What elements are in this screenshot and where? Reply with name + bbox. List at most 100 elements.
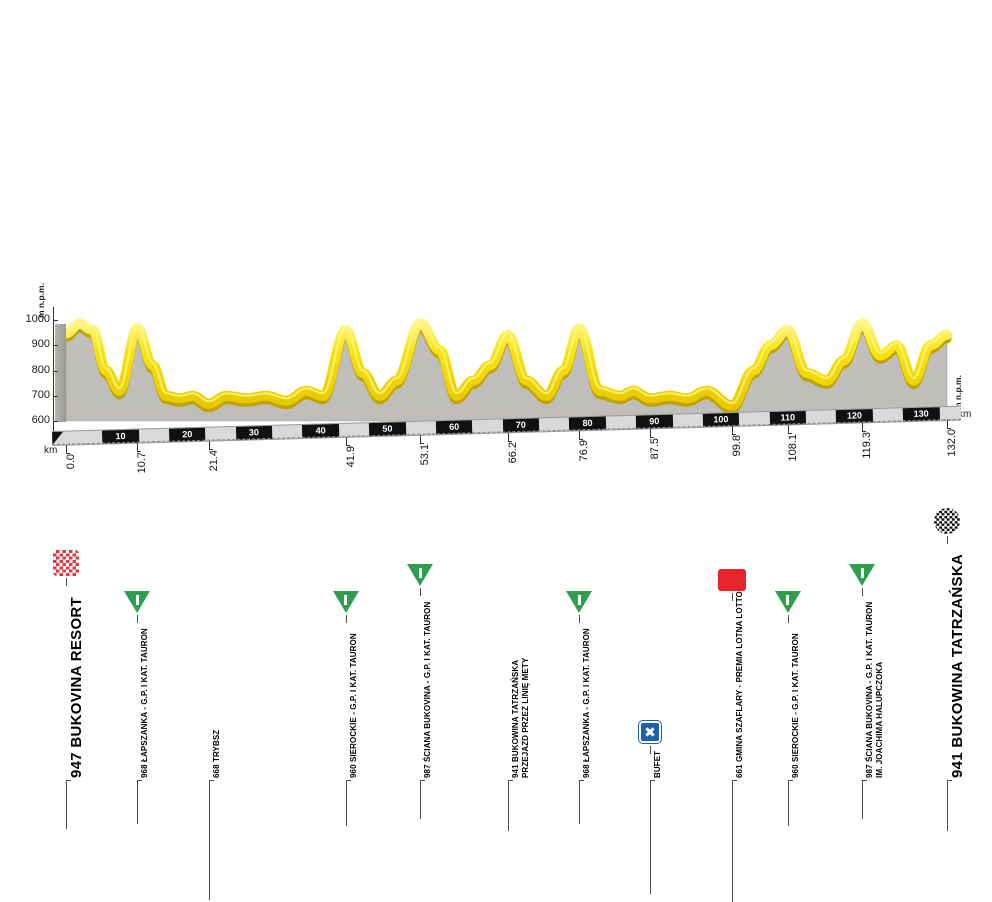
- distance-mark-label: 132.0: [946, 429, 958, 457]
- distance-mark-line: [947, 420, 948, 429]
- y-axis-label: 1000: [25, 313, 50, 325]
- poi-leader-line: [862, 780, 864, 820]
- y-axis-tick: [53, 370, 58, 372]
- poi-leader-hook: [732, 780, 738, 781]
- cat1-triangle-shape: [849, 564, 876, 586]
- distance-mark-label: 21.4: [207, 449, 220, 472]
- poi-leader-hook: [66, 780, 71, 781]
- distance-mark-line: [732, 426, 734, 435]
- poi-leader-hook: [787, 780, 793, 781]
- distance-mark-hook: [732, 434, 737, 436]
- distance-mark-hook: [66, 452, 70, 454]
- poi-leader-hook: [137, 780, 143, 781]
- distance-mark-hook: [862, 430, 867, 432]
- cat1-triangle-shape: [124, 591, 151, 614]
- x-axis-unit-right: km: [958, 409, 972, 420]
- y-axis-spine: [53, 307, 54, 435]
- distance-mark-label: 87.5: [649, 437, 661, 460]
- y-axis-label: 800: [31, 363, 50, 376]
- poi-leader-hook: [650, 780, 655, 781]
- poi-leader-hook: [507, 780, 513, 781]
- distance-mark-line: [862, 422, 864, 431]
- poi-leader-line: [947, 780, 948, 831]
- poi-label: BUFET: [653, 750, 662, 778]
- poi-marker-connector: [66, 578, 67, 586]
- poi-marker-connector: [862, 588, 864, 596]
- poi-leader-hook: [420, 780, 426, 781]
- distance-mark-line: [579, 430, 581, 439]
- y-axis-label: 900: [31, 338, 50, 351]
- poi-marker-connector: [650, 746, 651, 754]
- cat1-triangle-shape: [407, 564, 434, 586]
- distance-mark-hook: [507, 440, 512, 442]
- distance-mark-line: [208, 440, 210, 449]
- poi-label: 941 BUKOWINA TATRZAŃSKA: [949, 553, 966, 778]
- profile-svg: [61, 318, 952, 422]
- checkered-flag-finish-icon[interactable]: [934, 508, 960, 534]
- distance-mark-label: 76.9: [578, 439, 591, 461]
- cat1-triangle-shape: [566, 591, 593, 614]
- y-axis-tick: [53, 421, 58, 422]
- poi-leader-hook: [208, 780, 214, 781]
- poi-label: 947 BUKOVINA RESORT: [68, 596, 85, 778]
- poi-label: 941 BUKOWINA TATRZAŃSKA: [510, 659, 520, 778]
- distance-mark-hook: [787, 432, 792, 434]
- poi-label: 968 ŁAPSZANKA - G.P. I KAT. TAURON: [140, 628, 150, 778]
- y-axis-label: 600: [31, 414, 50, 426]
- distance-mark-line: [66, 444, 67, 453]
- distance-mark-line: [345, 436, 347, 445]
- poi-label: 987 ŚCIANA BUKOVINA - G.P. I KAT. TAURON: [423, 601, 433, 778]
- poi-marker-connector: [345, 615, 347, 624]
- poi-label: 960 SIEROCKIE - G.P. I KAT. TAURON: [348, 633, 358, 778]
- poi-label: 987 ŚCIANA BUKOVINA - G.P. I KAT. TAURON: [865, 601, 875, 778]
- distance-mark-label: 53.1: [419, 443, 432, 466]
- distance-mark-label: 41.9: [344, 445, 357, 468]
- y-axis-label: 700: [31, 388, 50, 401]
- distance-mark-hook: [947, 428, 951, 430]
- distance-mark-hook: [137, 450, 142, 452]
- poi-leader-line: [66, 780, 67, 830]
- poi-leader-hook: [579, 780, 585, 781]
- distance-mark-hook: [579, 438, 584, 440]
- poi-leader-line: [650, 780, 651, 895]
- distance-mark-line: [787, 424, 789, 433]
- elevation-profile-chart: [55, 318, 952, 422]
- poi-leader-hook: [947, 780, 952, 781]
- poi-marker-connector: [947, 536, 948, 544]
- distance-mark-label: 0.0: [65, 453, 77, 469]
- poi-leader-line: [208, 780, 210, 900]
- poi-leader-line: [137, 780, 139, 825]
- poi-leader-line: [345, 780, 347, 827]
- cat1-triangle-shape: [774, 591, 801, 614]
- cat1-triangle-shape: [332, 591, 359, 614]
- poi-label: 661 GMINA SZAFLARY - PREMIA LOTNA LOTTO: [735, 591, 745, 778]
- y-axis-unit-left: m n.p.m.: [36, 283, 46, 319]
- poi-leader-line: [579, 780, 581, 825]
- poi-label: 960 SIEROCKIE - G.P. I KAT. TAURON: [790, 633, 800, 778]
- x-axis-unit-left: km: [44, 445, 58, 456]
- red-square-sprint-icon[interactable]: [718, 568, 747, 591]
- poi-leader-line: [787, 780, 789, 827]
- poi-marker-connector: [579, 615, 581, 624]
- poi-label: 668 TRYBSZ: [211, 729, 221, 778]
- distance-mark-label: 119.3: [861, 431, 874, 459]
- poi-marker-connector: [787, 615, 789, 624]
- poi-leader-hook: [345, 780, 351, 781]
- poi-marker-connector: [420, 588, 422, 596]
- poi-label-secondary: IM. JOACHIMA HALUPCZOKA: [875, 661, 885, 778]
- profile-left-face: [55, 323, 66, 422]
- cutlery-glyph: ✖: [644, 724, 656, 740]
- y-axis-tick: [53, 395, 58, 397]
- poi-leader-line: [507, 780, 509, 831]
- distance-mark-line: [650, 428, 651, 437]
- poi-marker-connector: [732, 592, 734, 601]
- distance-mark-label: 108.1: [786, 433, 799, 462]
- distance-mark-hook: [208, 448, 213, 450]
- distance-mark-label: 10.7: [136, 451, 149, 474]
- checkered-flag-start-icon[interactable]: [53, 550, 79, 576]
- poi-label-secondary: PRZEJAZD PRZEZ LINIĘ METY: [520, 657, 530, 778]
- poi-label: 968 ŁAPSZANKA - G.P. I KAT. TAURON: [582, 628, 592, 778]
- bufet-cutlery-icon[interactable]: ✖: [639, 721, 661, 743]
- y-axis-tick: [53, 345, 58, 347]
- distance-mark-line: [507, 432, 509, 441]
